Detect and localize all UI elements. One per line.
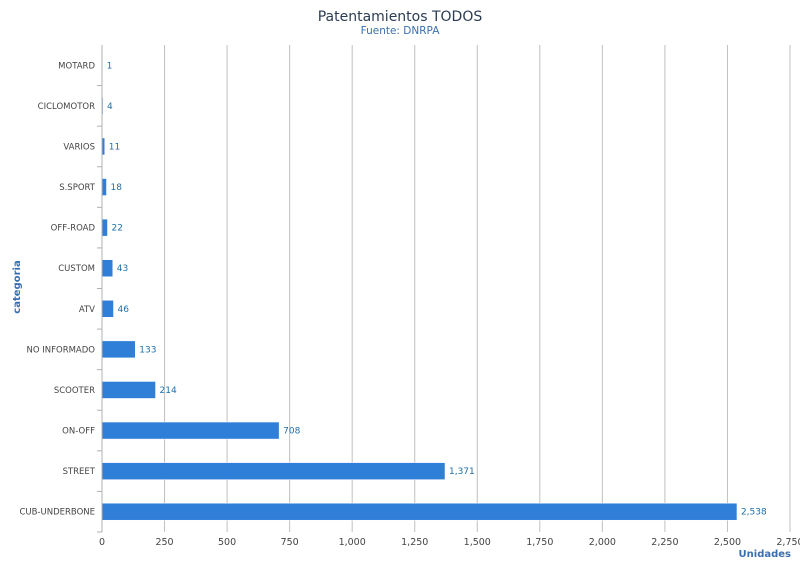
bar: [101, 421, 280, 440]
category-label: ATV: [79, 305, 95, 315]
category-label: CUSTOM: [58, 264, 95, 274]
value-label: 18: [111, 183, 123, 193]
chart-title: Patentamientos TODOS: [318, 9, 483, 25]
gridlines: [164, 45, 791, 532]
bar: [101, 259, 114, 277]
x-tick-label: 500: [218, 537, 236, 548]
value-label: 1: [107, 61, 113, 71]
x-tick-label: 2,250: [651, 537, 678, 548]
value-label: 214: [160, 386, 177, 396]
x-tick-label: 750: [281, 537, 299, 548]
bar: [101, 462, 446, 480]
value-label: 4: [107, 102, 113, 112]
value-label: 11: [109, 142, 120, 152]
value-label: 708: [283, 427, 300, 437]
category-label: CUB-UNDERBONE: [19, 508, 95, 518]
category-label: CICLOMOTOR: [38, 102, 95, 112]
category-label: MOTARD: [58, 61, 95, 71]
value-label: 43: [117, 264, 128, 274]
y-axis-title: categoria: [12, 260, 23, 313]
category-label: S.SPORT: [59, 183, 96, 193]
category-label: SCOOTER: [54, 386, 95, 396]
bar: [101, 381, 156, 399]
x-tick-label: 1,000: [339, 537, 366, 548]
x-axis-title: Unidades: [739, 549, 792, 560]
x-tick-label: 0: [99, 537, 105, 548]
axes: 0 250 500 750 1,000 1,250 1,500 1,750 2,000 2,250…: [19, 45, 800, 548]
x-tick-label: 250: [155, 537, 173, 548]
value-label: 2,538: [741, 508, 767, 518]
category-label: VARIOS: [63, 142, 95, 152]
bar: [101, 178, 107, 196]
x-tick-label: 1,250: [401, 537, 428, 548]
value-label: 46: [118, 305, 130, 315]
value-label: 133: [139, 345, 156, 355]
bar: [101, 340, 136, 359]
value-label: 1,371: [449, 467, 475, 477]
x-tick-label: 2,750: [776, 537, 800, 548]
bar: [101, 218, 108, 237]
x-tick-label: 2,000: [589, 537, 616, 548]
category-label: ON-OFF: [62, 427, 95, 437]
bars: 1 4 11 18 22 43 46 133 214 708 1,371 2,538: [101, 56, 767, 521]
x-tick-label: 2,500: [714, 537, 741, 548]
bar: [101, 300, 114, 318]
category-label: STREET: [63, 467, 96, 477]
value-label: 22: [112, 224, 123, 234]
x-tick-label: 1,500: [464, 537, 491, 548]
chart-subtitle: Fuente: DNRPA: [361, 25, 441, 37]
x-tick-label: 1,750: [526, 537, 553, 548]
category-label: NO INFORMADO: [27, 345, 96, 355]
category-label: OFF-ROAD: [51, 224, 96, 234]
bar: [101, 502, 738, 521]
